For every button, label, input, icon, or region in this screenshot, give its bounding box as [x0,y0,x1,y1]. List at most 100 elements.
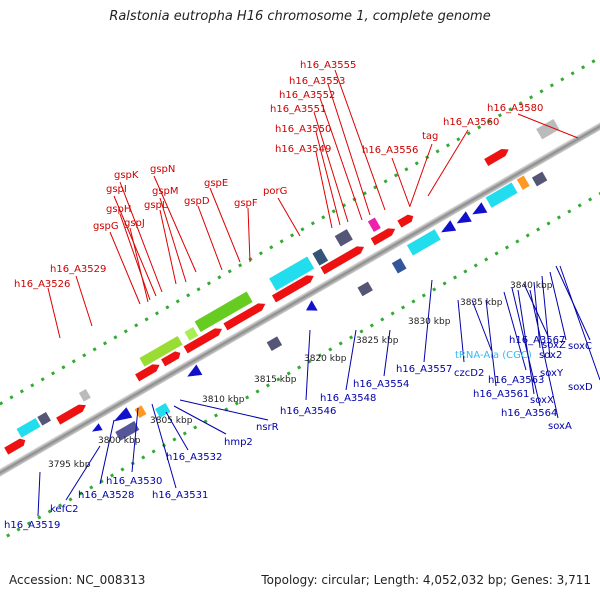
tick-dots-outer-forward [0,36,600,460]
gene-label: tag [422,131,438,142]
gene-label: gspJ [124,218,145,229]
gene-label: gspD [184,196,210,207]
reverse-leader-lines [37,265,600,517]
gene-label: h16_A3550 [275,124,331,135]
feature-arrow [4,438,26,455]
gene-label: h16_A3557 [396,364,452,375]
map-title: Ralstonia eutropha H16 chromosome 1, com… [109,9,491,24]
gene-label: gspK [114,170,139,181]
scale-label: 3805 kbp [150,416,193,426]
gene-label: h16_A3555 [300,60,356,71]
gene-label: gspF [234,198,258,209]
feature-block [536,119,560,140]
feature-block [357,281,373,297]
gene-label: h16_A3531 [152,490,208,501]
gene-label: h16_A3567 [509,335,565,346]
gene-label: gspM [152,186,179,197]
gene-label: h16_A3526 [14,279,70,290]
feature-block [37,412,51,426]
gene-label: h16_A3564 [501,408,557,419]
gene-label: hmp2 [224,437,253,448]
scale-label: 3800 kbp [98,436,141,446]
forward-leader-lines [47,69,579,339]
feature-arrow [472,202,488,215]
scale-label: 3815 kbp [254,375,297,385]
feature-block [516,175,530,190]
reverse-features [91,171,548,441]
gene-label: h16_A3551 [270,104,326,115]
gene-label: h16_A3561 [473,389,529,400]
scale-label: 3825 kbp [356,336,399,346]
gene-label: gspI [106,184,127,195]
gene-label: soxD [568,382,593,393]
feature-arrow [320,246,365,275]
feature-block [531,171,548,187]
scale-labels: 3795 kbp 3800 kbp 3805 kbp 3810 kbp 3815… [48,281,553,470]
feature-block [334,229,353,247]
feature-block [391,258,407,274]
gene-label: tRNA-Ala (CGC) [455,350,532,361]
gene-label: h16_A3528 [78,490,134,501]
feature-block [312,248,329,266]
gene-label: h16_A3553 [289,76,345,87]
feature-block [155,403,171,418]
genome-track [0,36,600,562]
tick-dots-outer-reverse [0,138,600,562]
gene-label: soxZ [542,340,566,351]
feature-block [367,217,381,232]
feature-block [269,256,315,291]
scale-label: 3810 kbp [202,395,245,405]
feature-block [184,327,199,341]
gene-label: soxA [548,421,572,432]
reverse-labels: h16_A3519 kefC2 h16_A3528 h16_A3530 h16_… [4,335,593,531]
scale-label: 3830 kbp [408,317,451,327]
feature-block [194,291,253,332]
gene-label: h16_A3519 [4,520,60,531]
feature-arrow [397,214,414,228]
genome-summary: Topology: circular; Length: 4,052,032 bp… [261,573,591,587]
feature-block [406,229,441,256]
feature-arrow [135,364,160,382]
gene-label: nsrR [256,422,279,433]
gene-label: czcD2 [454,368,484,379]
scale-label: 3835 kbp [460,298,503,308]
gene-label: sox2 [539,350,562,361]
feature-arrow [187,364,203,377]
gene-label: gspL [144,200,168,211]
gene-label: h16_A3532 [166,452,222,463]
gene-label: soxC [568,341,592,352]
gene-label: gspG [93,221,119,232]
gene-label: porG [263,186,287,197]
gene-label: h16_A3546 [280,406,336,417]
accession-label: Accession: NC_008313 [9,573,146,587]
gene-label: h16_A3563 [488,375,544,386]
feature-block [16,418,41,438]
gene-label: kefC2 [50,504,78,515]
feature-arrow [113,407,133,422]
gene-label: h16_A3560 [443,117,499,128]
feature-block [266,336,283,351]
gene-label: h16_A3549 [275,144,331,155]
feature-arrow [91,423,103,432]
feature-block [78,389,91,402]
gene-label: h16_A3580 [487,103,543,114]
gene-label: soxX [530,395,554,406]
feature-arrow [223,303,266,331]
gene-label: gspN [150,164,175,175]
feature-block [115,421,140,441]
gene-label: soxY [540,368,564,379]
gene-label: h16_A3552 [279,90,335,101]
scale-label: 3840 kbp [510,281,553,291]
feature-block [139,336,183,367]
gene-label: gspH [106,204,131,215]
scale-label: 3795 kbp [48,460,91,470]
chromosome-backbone [0,86,600,513]
gene-label: h16_A3548 [320,393,376,404]
feature-block [134,405,147,419]
gene-label: gspE [204,178,228,189]
feature-arrow [306,300,318,311]
gene-label: h16_A3529 [50,264,106,275]
forward-labels: h16_A3555 h16_A3553 h16_A3552 h16_A3551 … [14,60,543,290]
gene-label: h16_A3556 [362,145,418,156]
